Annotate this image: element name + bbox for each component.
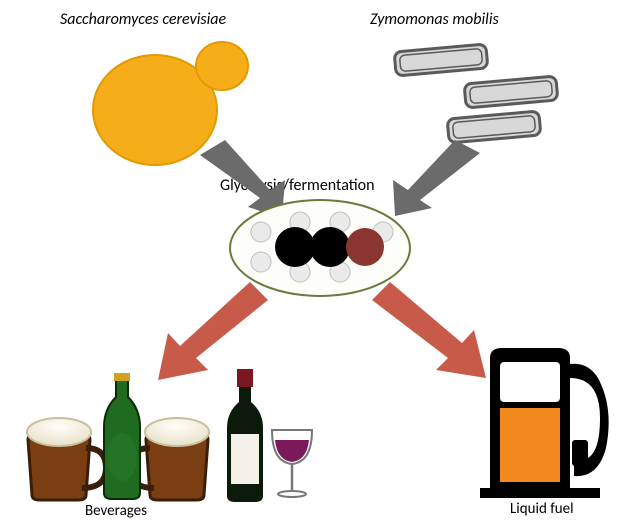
beverages-icon: [27, 369, 312, 502]
ethanol-icon: [230, 200, 410, 296]
bacteria-icon: [394, 44, 558, 143]
fuel-pump-icon: [480, 348, 609, 498]
diagram-canvas: [0, 0, 644, 528]
